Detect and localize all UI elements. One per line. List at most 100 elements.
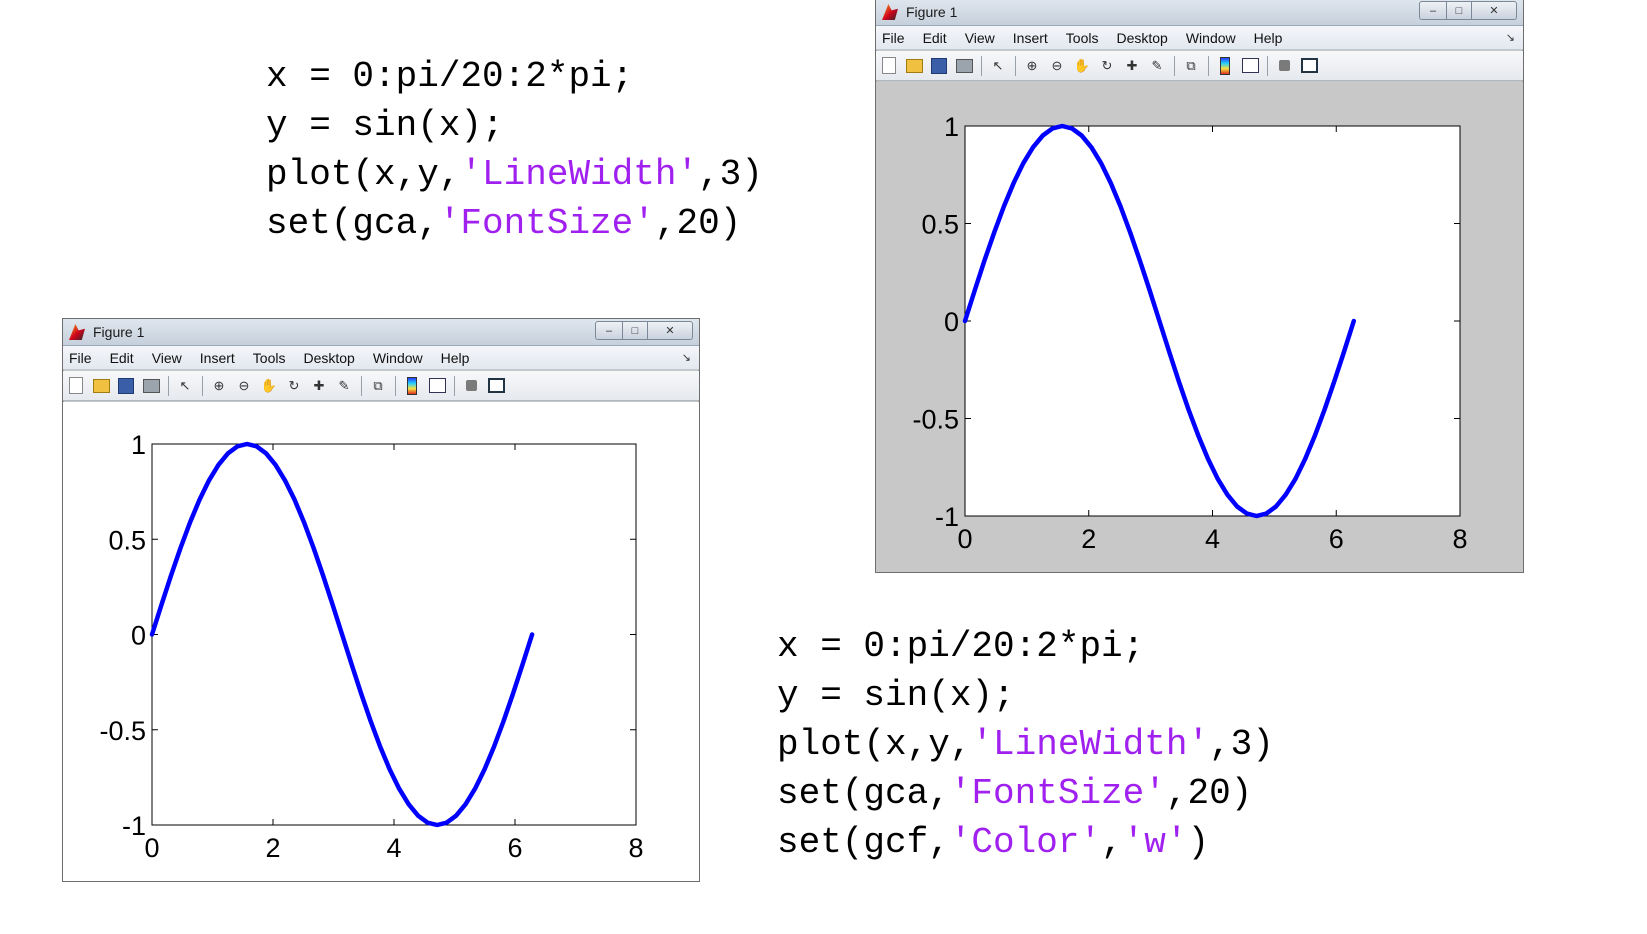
minimize-button[interactable]: – [595, 321, 623, 340]
menu-help[interactable]: Help [440, 349, 470, 366]
close-button[interactable]: ✕ [1472, 1, 1517, 20]
menu-view[interactable]: View [151, 349, 182, 366]
menu-file[interactable]: File [882, 29, 905, 46]
save-icon[interactable] [117, 377, 135, 395]
sine-plot: 0 2 4 6 8 -1 -0.5 0 0.5 1 [912, 112, 1467, 554]
toolbar-separator [1174, 55, 1175, 76]
matlab-icon [69, 324, 85, 340]
menu-tools[interactable]: Tools [252, 349, 286, 366]
menu-edit[interactable]: Edit [109, 349, 134, 366]
code-token: y = sin(x); [266, 105, 504, 146]
maximize-button[interactable]: □ [623, 321, 648, 340]
dock-arrow-icon[interactable]: ↘ [681, 352, 691, 364]
y-tick-label: 1 [131, 430, 146, 460]
x-tick-label: 8 [1452, 524, 1467, 554]
print-icon[interactable] [142, 377, 160, 395]
code-token: set(gca, [266, 203, 439, 244]
figure-window-white: Figure 1 – □ ✕ File Edit View Insert Tools De… [62, 318, 700, 882]
menu-view[interactable]: View [964, 29, 995, 46]
code-string-token: 'LineWidth' [460, 154, 699, 195]
hide-plot-tools-icon[interactable] [462, 377, 480, 395]
print-icon[interactable] [955, 57, 973, 75]
legend-icon[interactable] [1241, 57, 1259, 75]
legend-icon[interactable] [428, 377, 446, 395]
show-plot-tools-icon[interactable] [1300, 57, 1318, 75]
menu-desktop[interactable]: Desktop [303, 349, 355, 366]
close-button[interactable]: ✕ [648, 321, 693, 340]
maximize-button[interactable]: □ [1447, 1, 1472, 20]
code-block-2: x = 0:pi/20:2*pi; y = sin(x); plot(x,y,'Li… [777, 622, 1274, 867]
open-file-icon[interactable] [92, 377, 110, 395]
menu-window[interactable]: Window [372, 349, 423, 366]
sine-plot: 0 2 4 6 8 -1 -0.5 0 0.5 1 [99, 430, 643, 863]
dock-arrow-icon[interactable]: ↘ [1505, 32, 1515, 44]
colorbar-icon[interactable] [1216, 56, 1234, 75]
y-tick-label: -1 [935, 502, 959, 532]
zoom-out-icon[interactable]: ⊖ [1051, 57, 1063, 73]
title-bar[interactable]: Figure 1 – □ ✕ [876, 0, 1523, 26]
pan-hand-icon[interactable]: ✋ [1073, 57, 1091, 73]
axes-box[interactable] [964, 125, 1461, 517]
data-cursor-icon[interactable]: ✚ [313, 377, 325, 393]
x-tick-label: 2 [1081, 524, 1096, 554]
sine-series-line[interactable] [149, 441, 535, 828]
link-plot-icon[interactable]: ⧉ [1186, 57, 1196, 73]
link-plot-icon[interactable]: ⧉ [373, 377, 383, 393]
brush-icon[interactable]: ✎ [338, 377, 350, 393]
y-tick-label: 0 [131, 621, 146, 651]
data-cursor-icon[interactable]: ✚ [1126, 57, 1138, 73]
code-line: set(gca,'FontSize',20) [777, 769, 1274, 818]
x-tick-label: 6 [507, 833, 522, 863]
rotate-3d-icon[interactable]: ↻ [1101, 57, 1113, 73]
zoom-in-icon[interactable]: ⊕ [1026, 57, 1038, 73]
toolbar-separator [981, 55, 982, 76]
pan-hand-icon[interactable]: ✋ [260, 377, 278, 393]
code-line: set(gcf,'Color','w') [777, 818, 1274, 867]
edit-plot-pointer-icon[interactable]: ↖ [179, 377, 191, 393]
menu-bar: File Edit View Insert Tools Desktop Window Help… [63, 346, 699, 370]
rotate-3d-icon[interactable]: ↻ [288, 377, 300, 393]
axes-box[interactable] [151, 443, 637, 826]
toolbar-separator [361, 375, 362, 396]
code-string-token: 'w' [1122, 822, 1188, 863]
code-token: plot(x,y, [266, 154, 461, 195]
open-file-icon[interactable] [905, 57, 923, 75]
zoom-out-icon[interactable]: ⊖ [238, 377, 250, 393]
code-string-token: 'LineWidth' [971, 724, 1210, 765]
toolbar-separator [1267, 55, 1268, 76]
menu-window[interactable]: Window [1185, 29, 1236, 46]
menu-bar: File Edit View Insert Tools Desktop Window Help… [876, 26, 1523, 50]
zoom-in-icon[interactable]: ⊕ [213, 377, 225, 393]
code-token: ,20) [1165, 773, 1253, 814]
menu-desktop[interactable]: Desktop [1116, 29, 1168, 46]
code-token: , [1101, 822, 1123, 863]
code-token: x = 0:pi/20:2*pi; [266, 56, 634, 97]
menu-edit[interactable]: Edit [922, 29, 947, 46]
menu-help[interactable]: Help [1253, 29, 1283, 46]
show-plot-tools-icon[interactable] [487, 377, 505, 395]
menu-file[interactable]: File [69, 349, 92, 366]
code-token: y = sin(x); [777, 675, 1015, 716]
menu-insert[interactable]: Insert [1012, 29, 1048, 46]
toolbar: ↖ ⊕ ⊖ ✋ ↻ ✚ ✎ ⧉ [63, 371, 699, 401]
edit-plot-pointer-icon[interactable]: ↖ [992, 57, 1004, 73]
new-figure-icon[interactable] [67, 377, 85, 395]
new-figure-icon[interactable] [880, 57, 898, 75]
x-tick-label: 2 [265, 833, 280, 863]
figure-window-gray: Figure 1 – □ ✕ File Edit View Insert Tools De… [875, 0, 1524, 573]
save-icon[interactable] [930, 57, 948, 75]
colorbar-icon[interactable] [403, 376, 421, 395]
menu-tools[interactable]: Tools [1065, 29, 1099, 46]
toolbar-separator [395, 375, 396, 396]
code-line: plot(x,y,'LineWidth',3) [777, 720, 1274, 769]
title-bar[interactable]: Figure 1 – □ ✕ [63, 319, 699, 346]
menu-insert[interactable]: Insert [199, 349, 235, 366]
plot-area: 0 2 4 6 8 -1 -0.5 0 0.5 1 [876, 82, 1523, 572]
window-title: Figure 1 [906, 4, 958, 20]
brush-icon[interactable]: ✎ [1151, 57, 1163, 73]
minimize-button[interactable]: – [1419, 1, 1447, 20]
code-line: x = 0:pi/20:2*pi; [777, 622, 1274, 671]
hide-plot-tools-icon[interactable] [1275, 57, 1293, 75]
sine-series-line[interactable] [962, 123, 1357, 519]
x-tick-label: 6 [1329, 524, 1344, 554]
